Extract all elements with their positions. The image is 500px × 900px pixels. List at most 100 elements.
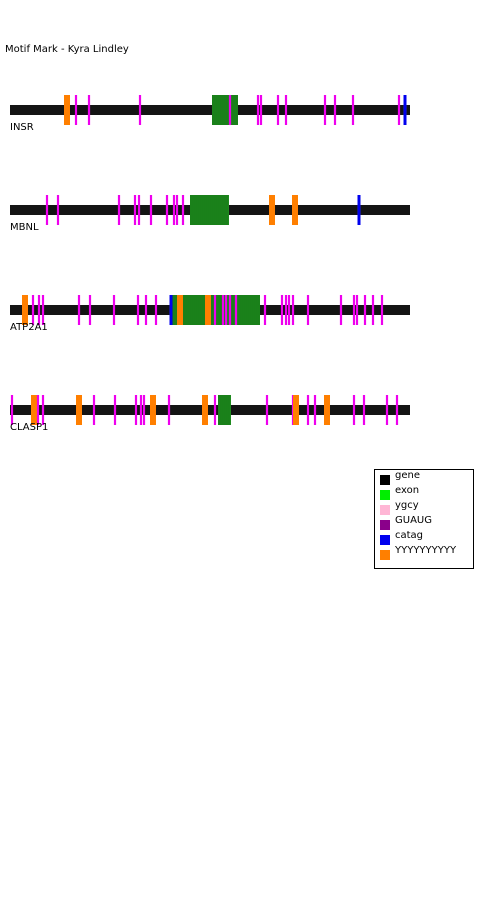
motif-ygcy [139,395,143,425]
motif-ygcy [380,295,384,325]
motif-ygcy [276,95,280,125]
motif-ygcy [133,195,137,225]
motif-ygcy [323,95,327,125]
motif-ygcy [45,195,49,225]
motif-ygcy [36,395,40,425]
motif-ygcy [291,295,295,325]
gene-line [10,105,410,115]
motif-ygcy [265,395,269,425]
motif-ygcy [113,395,117,425]
legend-label: ygcy [395,500,419,511]
motif-yyyyyyyyyy [324,395,330,425]
legend-label: catag [395,530,424,541]
motif-ygcy [165,195,169,225]
gene-track-mbnl: MBNL [10,195,410,233]
legend-label: YYYYYYYYYY [395,545,457,556]
motif-ygcy [397,95,401,125]
legend-swatch [380,535,390,545]
legend: gene exon ygcy GUAUG catag YYYYYYYYYY [374,469,474,569]
legend-label: GUAUG [395,515,432,526]
motif-yyyyyyyyyy [205,295,211,325]
gene-track-insr: INSR [10,95,410,133]
motif-ygcy [41,395,45,425]
motif-ygcy [306,395,310,425]
motif-ygcy [172,195,176,225]
motif-ygcy [213,295,217,325]
motif-ygcy [221,295,225,325]
exon-texture [190,195,228,225]
gene-label: CLASP1 [10,422,48,433]
motif-ygcy [56,195,60,225]
motif-yyyyyyyyyy [202,395,208,425]
motif-ygcy [149,195,153,225]
motif-ygcy [352,395,356,425]
motif-ygcy [284,295,288,325]
motif-ygcy [371,295,375,325]
motif-ygcy [351,95,355,125]
motif-ygcy [142,395,146,425]
motif-ygcy [306,295,310,325]
motif-ygcy [181,195,185,225]
motif-ygcy [363,295,367,325]
figure-title: Motif Mark - Kyra Lindley [5,44,129,55]
motif-yyyyyyyyyy [177,295,183,325]
motif-ygcy [138,95,142,125]
motif-yyyyyyyyyy [293,395,299,425]
motif-catag [403,95,407,125]
legend-swatch [380,550,390,560]
motif-ygcy [74,95,78,125]
gene-label: INSR [10,122,34,133]
motif-ygcy [77,295,81,325]
motif-ygcy [263,295,267,325]
gene-line [10,405,410,415]
exon-texture [218,395,230,425]
motif-ygcy [313,395,317,425]
motif-ygcy [352,295,356,325]
motif-ygcy [213,395,217,425]
motif-catag [357,195,361,225]
motif-ygcy [284,95,288,125]
motif-ygcy [154,295,158,325]
motif-ygcy [256,95,260,125]
motif-ygcy [137,195,141,225]
motif-ygcy [333,95,337,125]
motif-ygcy [385,395,389,425]
motif-ygcy [134,395,138,425]
motif-yyyyyyyyyy [269,195,275,225]
motif-ygcy [88,295,92,325]
motif-ygcy [112,295,116,325]
motif-yyyyyyyyyy [22,295,28,325]
motif-ygcy [144,295,148,325]
motif-ygcy [228,295,232,325]
motif-ygcy [355,295,359,325]
motif-ygcy [280,295,284,325]
gene-label: MBNL [10,222,39,233]
motif-ygcy [175,195,179,225]
motif-ygcy [339,295,343,325]
legend-swatch [380,490,390,500]
motif-yyyyyyyyyy [64,95,70,125]
legend-swatch [380,475,390,485]
legend-label: exon [395,485,420,496]
legend-swatch [380,505,390,515]
motif-yyyyyyyyyy [76,395,82,425]
motif-catag [169,295,173,325]
gene-track-clasp1: CLASP1 [10,395,410,433]
motif-ygcy [234,295,238,325]
motif-ygcy [287,295,291,325]
gene-track-atp2a1: ATP2A1 [10,295,410,333]
motif-ygcy [136,295,140,325]
motif-ygcy [167,395,171,425]
motif-yyyyyyyyyy [150,395,156,425]
motif-ygcy [31,295,35,325]
motif-ygcy [37,295,41,325]
motif-ygcy [395,395,399,425]
motif-ygcy [92,395,96,425]
motif-ygcy [10,395,14,425]
motif-ygcy [224,295,228,325]
motif-ygcy [117,195,121,225]
motif-ygcy [228,95,232,125]
motif-ygcy [259,95,263,125]
motif-yyyyyyyyyy [292,195,298,225]
